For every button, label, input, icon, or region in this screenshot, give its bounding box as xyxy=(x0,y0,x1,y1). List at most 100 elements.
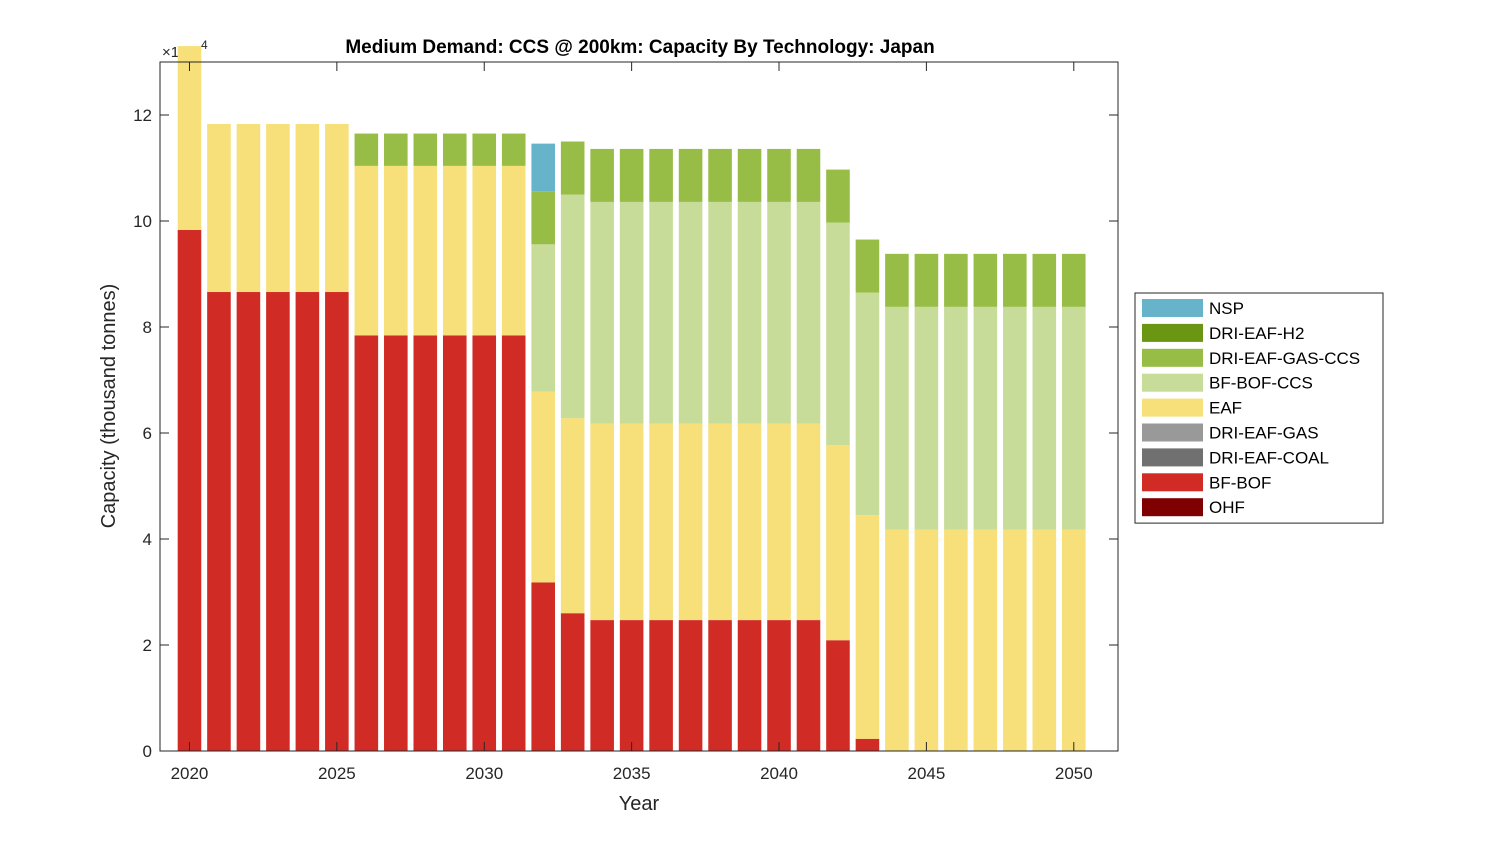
bar-eaf-2048 xyxy=(1003,529,1027,751)
bar-bf-bof-ccs-2044 xyxy=(885,306,909,530)
legend-label-dri-eaf-coal: DRI-EAF-COAL xyxy=(1209,448,1329,467)
bar-eaf-2037 xyxy=(678,423,703,621)
bar-bf-bof-ccs-2047 xyxy=(973,306,998,530)
bar-eaf-2039 xyxy=(737,423,762,621)
legend-swatch-dri-eaf-gas-ccs xyxy=(1142,348,1203,367)
legend-swatch-dri-eaf-gas xyxy=(1142,423,1203,442)
bar-dri-eaf-gas-ccs-2030 xyxy=(472,133,497,166)
bar-bf-bof-ccs-2049 xyxy=(1032,306,1057,530)
bar-dri-eaf-gas-ccs-2034 xyxy=(590,148,614,202)
bar-dri-eaf-gas-ccs-2037 xyxy=(678,148,703,202)
bar-dri-eaf-gas-ccs-2027 xyxy=(384,133,408,166)
y-tick-label: 10 xyxy=(133,212,152,231)
bar-bf-bof-2039 xyxy=(737,620,762,751)
bar-eaf-2032 xyxy=(531,391,555,583)
bar-bf-bof-ccs-2036 xyxy=(649,201,673,424)
bar-nsp-2032 xyxy=(531,143,555,192)
legend-swatch-bf-bof-ccs xyxy=(1142,373,1203,392)
bar-bf-bof-2042 xyxy=(826,640,850,751)
bar-bf-bof-ccs-2045 xyxy=(914,306,939,530)
bar-bf-bof-ccs-2038 xyxy=(708,201,732,424)
x-tick-label: 2030 xyxy=(465,764,503,783)
legend-label-dri-eaf-gas-ccs: DRI-EAF-GAS-CCS xyxy=(1209,349,1360,368)
bar-bf-bof-ccs-2048 xyxy=(1003,306,1027,530)
bar-eaf-2022 xyxy=(236,124,261,293)
bar-eaf-2028 xyxy=(413,165,438,336)
bar-dri-eaf-gas-ccs-2028 xyxy=(413,133,438,166)
y-tick-label: 4 xyxy=(143,530,152,549)
x-tick-label: 2050 xyxy=(1055,764,1093,783)
bar-bf-bof-2020 xyxy=(177,230,202,751)
bar-eaf-2041 xyxy=(796,423,821,621)
bar-eaf-2036 xyxy=(649,423,673,621)
bar-dri-eaf-gas-ccs-2032 xyxy=(531,191,555,245)
bar-bf-bof-2040 xyxy=(767,620,791,751)
bar-eaf-2044 xyxy=(885,529,909,751)
x-tick-label: 2035 xyxy=(613,764,651,783)
y-tick-label: 8 xyxy=(143,318,152,337)
bar-bf-bof-ccs-2035 xyxy=(619,201,644,424)
legend-label-bf-bof: BF-BOF xyxy=(1209,473,1271,492)
bar-eaf-2020 xyxy=(177,46,202,231)
legend-label-nsp: NSP xyxy=(1209,299,1244,318)
bar-dri-eaf-gas-ccs-2031 xyxy=(501,133,526,166)
bar-eaf-2049 xyxy=(1032,529,1057,751)
bar-dri-eaf-gas-ccs-2050 xyxy=(1061,253,1086,307)
bar-dri-eaf-gas-ccs-2045 xyxy=(914,253,939,307)
bar-bf-bof-2022 xyxy=(236,292,261,751)
bar-bf-bof-ccs-2041 xyxy=(796,201,821,424)
bar-eaf-2047 xyxy=(973,529,998,751)
bar-eaf-2046 xyxy=(944,529,968,751)
legend: NSP DRI-EAF-H2 DRI-EAF-GAS-CCS BF-BOF-CCS EA… xyxy=(1134,292,1384,524)
bar-bf-bof-ccs-2039 xyxy=(737,201,762,424)
bar-dri-eaf-gas-ccs-2042 xyxy=(826,169,850,223)
bar-bf-bof-2023 xyxy=(266,292,290,751)
bar-dri-eaf-gas-ccs-2040 xyxy=(767,148,791,202)
bar-dri-eaf-gas-ccs-2036 xyxy=(649,148,673,202)
x-tick-label: 2020 xyxy=(171,764,209,783)
y-tick-label: 2 xyxy=(143,636,152,655)
bar-eaf-2038 xyxy=(708,423,732,621)
bar-bf-bof-2032 xyxy=(531,582,555,751)
bar-bf-bof-ccs-2033 xyxy=(560,194,585,419)
bar-eaf-2025 xyxy=(325,124,349,293)
legend-label-dri-eaf-gas: DRI-EAF-GAS xyxy=(1209,424,1319,443)
bar-bf-bof-2035 xyxy=(619,620,644,751)
bar-bf-bof-2025 xyxy=(325,292,349,751)
bar-eaf-2026 xyxy=(354,165,379,336)
chart-title: Medium Demand: CCS @ 200km: Capacity By … xyxy=(345,37,934,58)
bar-bf-bof-2041 xyxy=(796,620,821,751)
bar-dri-eaf-gas-ccs-2035 xyxy=(619,148,644,202)
bar-bf-bof-2043 xyxy=(855,738,880,751)
bar-eaf-2043 xyxy=(855,515,880,739)
bar-dri-eaf-gas-ccs-2041 xyxy=(796,148,821,202)
y-axis: 0 2 4 6 8 10 12 xyxy=(133,106,1118,761)
bar-bf-bof-2028 xyxy=(413,335,438,751)
legend-swatch-bf-bof xyxy=(1142,473,1203,492)
x-tick-label: 2045 xyxy=(907,764,945,783)
y-tick-label: 6 xyxy=(143,424,152,443)
legend-swatch-nsp xyxy=(1142,299,1203,317)
legend-label-bf-bof-ccs: BF-BOF-CCS xyxy=(1209,374,1313,393)
bar-stacks xyxy=(177,46,1086,751)
bar-bf-bof-2029 xyxy=(442,335,467,751)
y-tick-label: 12 xyxy=(133,106,152,125)
bar-bf-bof-ccs-2034 xyxy=(590,201,614,424)
y-multiplier-exponent: 4 xyxy=(201,38,208,52)
bar-bf-bof-2031 xyxy=(501,335,526,751)
bar-eaf-2029 xyxy=(442,165,467,336)
bar-dri-eaf-gas-ccs-2033 xyxy=(560,141,585,195)
legend-label-ohf: OHF xyxy=(1209,498,1245,517)
legend-swatch-dri-eaf-coal xyxy=(1142,448,1203,467)
legend-swatch-eaf xyxy=(1142,398,1203,417)
bar-eaf-2021 xyxy=(207,124,231,293)
bar-eaf-2030 xyxy=(472,165,497,336)
bar-dri-eaf-gas-ccs-2048 xyxy=(1003,253,1027,307)
bar-eaf-2045 xyxy=(914,529,939,751)
bar-bf-bof-ccs-2032 xyxy=(531,244,555,392)
bar-bf-bof-ccs-2050 xyxy=(1061,306,1086,530)
bar-bf-bof-2037 xyxy=(678,620,703,751)
bar-bf-bof-2030 xyxy=(472,335,497,751)
bar-bf-bof-ccs-2042 xyxy=(826,222,850,446)
